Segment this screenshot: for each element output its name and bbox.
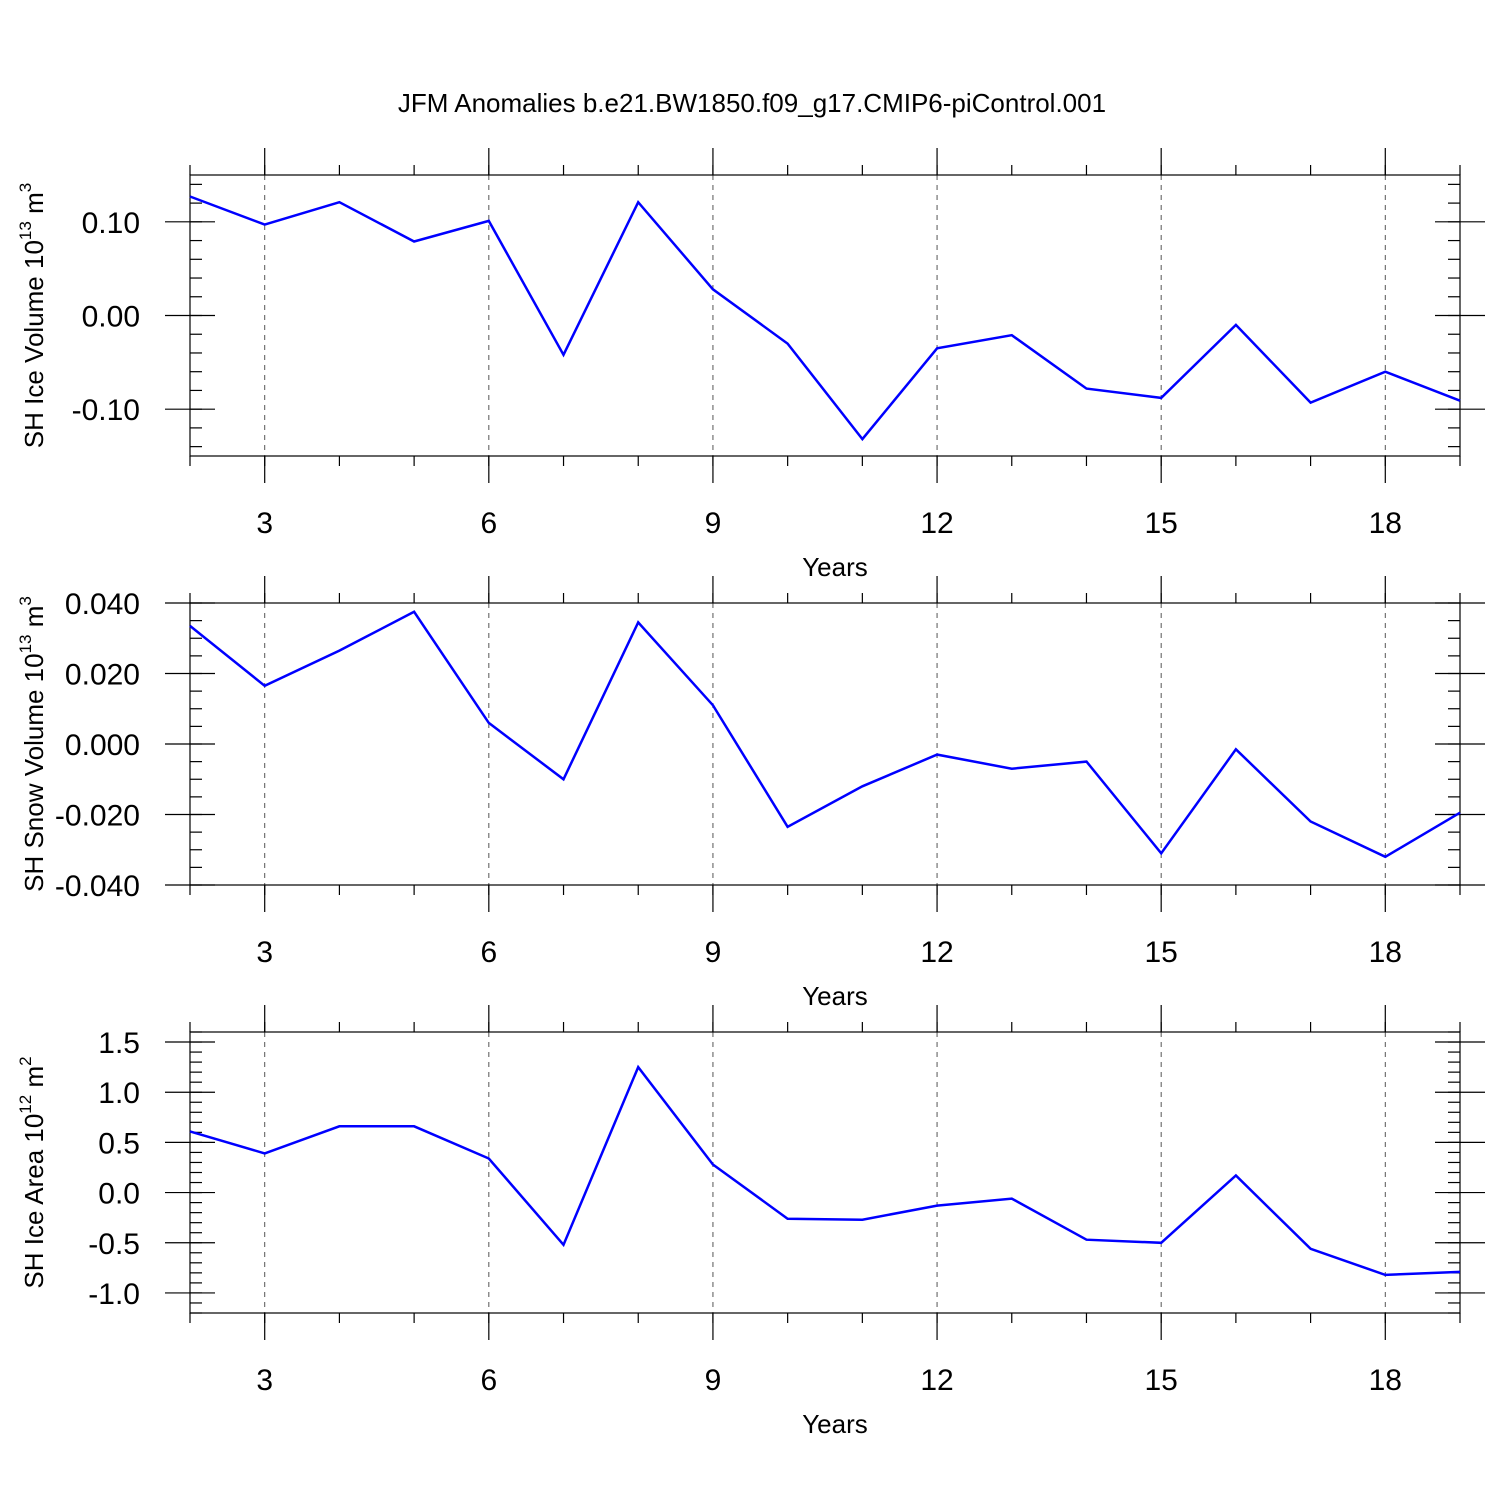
- x-tick-label: 3: [256, 507, 273, 540]
- y-tick-label: 0.0: [98, 1178, 140, 1211]
- y-axis-title-exponent: 13: [16, 634, 35, 653]
- x-tick-label: 15: [1144, 1364, 1177, 1397]
- y-axis-title-unit: m: [19, 1066, 49, 1095]
- x-tick-label: 6: [480, 507, 497, 540]
- x-tick-label: 12: [920, 507, 953, 540]
- y-tick-label: -0.5: [88, 1228, 140, 1261]
- x-axis-title: Years: [802, 981, 868, 1011]
- x-tick-label: 12: [920, 1364, 953, 1397]
- y-axis-title: SH Ice Volume 1013 m3: [16, 183, 49, 448]
- y-axis-title-unit-exponent: 2: [16, 1056, 35, 1065]
- x-tick-label: 3: [256, 936, 273, 969]
- series-line: [189, 1064, 1461, 1277]
- y-tick-label: 0.00: [82, 301, 140, 334]
- x-tick-label: 15: [1144, 507, 1177, 540]
- panel-3: 3 6 9 12 15 18 -1.0 -0.5 0.0 0.5 1.0 1.5 Years SH Ice…: [16, 1005, 1485, 1439]
- y-tick-label: -0.10: [72, 394, 140, 427]
- series-line: [189, 610, 1461, 859]
- y-tick-label: 0.5: [98, 1127, 140, 1160]
- panels: 3 6 9 12 15 18 -0.10 0.00 0.10 Years SH Ice Volume…: [16, 148, 1485, 1439]
- y-tick-label: 0.000: [65, 729, 140, 762]
- x-tick-label: 3: [256, 1364, 273, 1397]
- x-tick-label: 18: [1369, 1364, 1402, 1397]
- x-axis-title: Years: [802, 552, 868, 582]
- panel-2: 3 6 9 12 15 18 -0.040 -0.020 0.000 0.020 0.040 Year…: [16, 576, 1485, 1011]
- x-tick-label: 6: [480, 1364, 497, 1397]
- y-axis-title-unit: m: [19, 192, 49, 221]
- y-tick-label: 1.0: [98, 1077, 140, 1110]
- x-tick-label: 18: [1369, 507, 1402, 540]
- y-axis-title-unit-exponent: 3: [16, 183, 35, 192]
- x-tick-label: 9: [705, 1364, 722, 1397]
- y-tick-label: -0.040: [55, 870, 140, 903]
- x-tick-label: 6: [480, 936, 497, 969]
- y-tick-label: 0.10: [82, 207, 140, 240]
- x-tick-label: 9: [705, 507, 722, 540]
- panel-1: 3 6 9 12 15 18 -0.10 0.00 0.10 Years SH Ice Volume…: [16, 148, 1485, 582]
- x-axis-title: Years: [802, 1409, 868, 1439]
- y-axis-title-text: SH Ice Area 10: [19, 1114, 49, 1289]
- y-axis-title-text: SH Ice Volume 10: [19, 240, 49, 448]
- y-tick-label: 1.5: [98, 1027, 140, 1060]
- x-tick-label: 15: [1144, 936, 1177, 969]
- x-tick-label: 12: [920, 936, 953, 969]
- y-tick-label: -0.020: [55, 800, 140, 833]
- x-tick-label: 18: [1369, 936, 1402, 969]
- y-axis-title-exponent: 12: [16, 1095, 35, 1114]
- figure-title: JFM Anomalies b.e21.BW1850.f09_g17.CMIP6…: [398, 88, 1106, 118]
- plot-frame: [189, 1031, 1461, 1314]
- y-axis-title-text: SH Snow Volume 10: [19, 653, 49, 891]
- y-axis-title: SH Ice Area 1012 m2: [16, 1056, 49, 1288]
- y-tick-label: -1.0: [88, 1278, 140, 1311]
- x-tick-label: 9: [705, 936, 722, 969]
- y-axis-title: SH Snow Volume 1013 m3: [16, 596, 49, 892]
- plot-frame: [189, 174, 1461, 457]
- y-axis-title-unit: m: [19, 606, 49, 635]
- plot-frame: [189, 602, 1461, 886]
- y-axis-title-exponent: 13: [16, 221, 35, 240]
- series-line: [189, 195, 1461, 442]
- y-tick-label: 0.040: [65, 588, 140, 621]
- y-axis-title-unit-exponent: 3: [16, 596, 35, 605]
- y-tick-label: 0.020: [65, 659, 140, 692]
